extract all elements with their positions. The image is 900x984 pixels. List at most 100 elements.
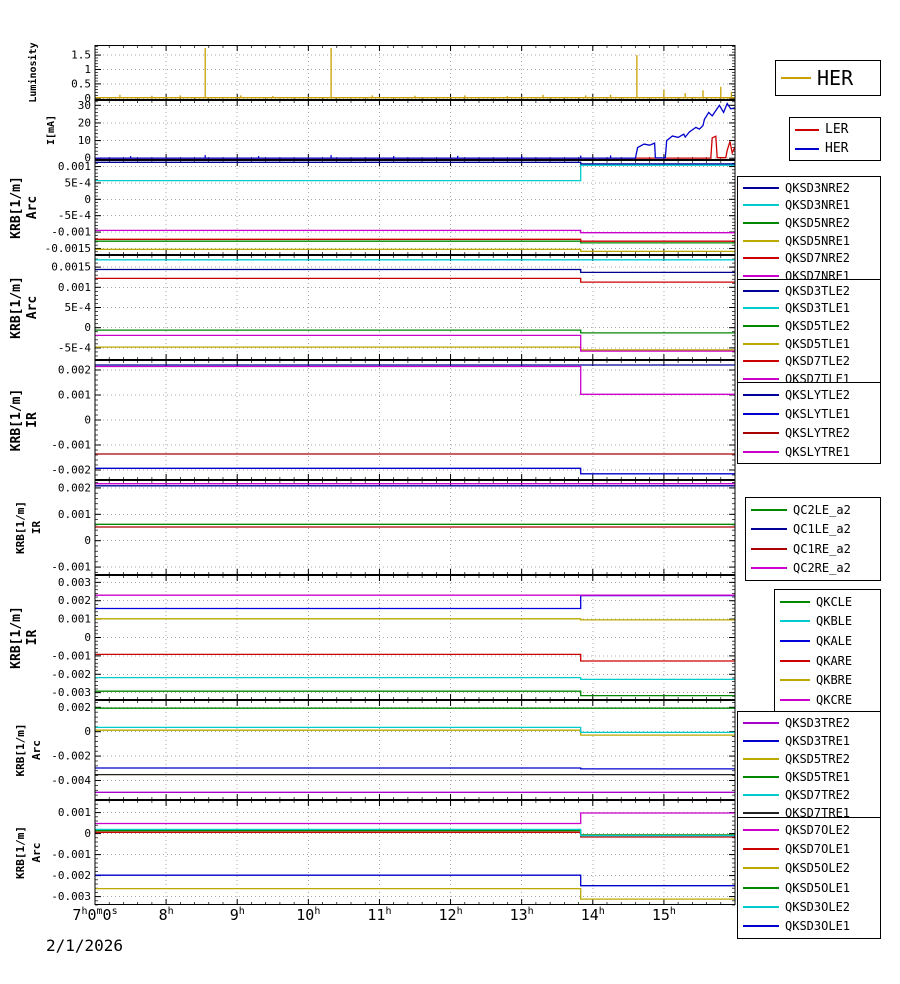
- y-axis-title: Arc: [30, 740, 43, 760]
- legend-label: QKSD5TLE2: [785, 319, 851, 334]
- y-tick-label: 0: [84, 152, 91, 165]
- legend-swatch-QKSD3OLE2: [743, 905, 779, 908]
- legend-item: QKSD5NRE2: [738, 216, 880, 230]
- y-tick-label: 0.001: [58, 508, 91, 521]
- y-axis-title: KRB[1/m]: [9, 176, 24, 239]
- y-axis-title: Arc: [25, 296, 40, 319]
- legend-label: QKSD7TRE2: [785, 788, 851, 802]
- series-QKSLYTRE1: [95, 365, 735, 395]
- series-QKSD7TLE2: [95, 277, 735, 283]
- legend-label: QKARE: [816, 653, 853, 668]
- legend-label: HER: [825, 141, 849, 156]
- y-axis-title: KRB[1/m]: [9, 389, 24, 452]
- legend-swatch-QC2RE_a2: [751, 567, 787, 570]
- legend-current: LER HER: [789, 117, 881, 161]
- legend-label: HER: [817, 66, 854, 90]
- y-axis-title: Arc: [30, 843, 43, 863]
- legend-swatch-QKSD5TLE2: [743, 325, 779, 328]
- y-tick-label: 0.001: [58, 160, 91, 173]
- legend-label: QC2RE_a2: [793, 561, 851, 576]
- legend-swatch-QKSD7OLE1: [743, 847, 779, 850]
- legend-item: QKSD3TRE2: [738, 716, 880, 730]
- legend-swatch-QKSD5TRE1: [743, 776, 779, 778]
- y-tick-label: -0.001: [51, 848, 91, 861]
- series-QKSD3OLE1: [95, 874, 735, 887]
- legend-swatch-QKSLYTRE1: [743, 450, 779, 453]
- legend-item: QKSD3NRE1: [738, 198, 880, 212]
- y-axis-title: KRB[1/m]: [9, 606, 24, 669]
- y-tick-label: 5E-4: [65, 176, 92, 189]
- legend-swatch-QKBLE: [780, 620, 810, 623]
- y-axis-title: KRB[1/m]: [9, 276, 24, 339]
- legend-item: QKCRE: [775, 693, 880, 707]
- y-tick-label: 30: [78, 99, 91, 112]
- legend-item: QC1RE_a2: [746, 542, 880, 556]
- legend-label: QKSD7OLE2: [785, 822, 851, 837]
- legend-item: QKSD5NRE1: [738, 234, 880, 248]
- series-QKSD5NRE1: [95, 248, 735, 253]
- legend-item: QKBLE: [775, 614, 880, 628]
- y-tick-label: -0.003: [51, 890, 91, 903]
- y-tick-label: 0: [84, 827, 91, 840]
- y-tick-label: 10: [78, 134, 91, 147]
- legend-swatch-QKSD7NRE2: [743, 257, 779, 260]
- series-HER: [95, 102, 736, 159]
- legend-label: LER: [825, 122, 849, 137]
- panel-luminosity: 1.510.5 0 Luminosity: [27, 42, 736, 105]
- y-axis-title: KRB[1/m]: [14, 501, 27, 554]
- legend-swatch-QKSD3OLE1: [743, 925, 779, 928]
- x-tick-label: 7h0m0s: [72, 906, 118, 924]
- legend-item: QKSD5OLE2: [738, 861, 880, 875]
- legend-ir-qc: QC2LE_a2 QC1LE_a2 QC1RE_a2 QC2RE_a2: [745, 497, 881, 581]
- legend-swatch-QKSD5NRE2: [743, 222, 779, 225]
- legend-item: QKSD7NRE2: [738, 251, 880, 265]
- panel-current: 30 20 10 0 I[mA]: [46, 99, 736, 165]
- y-tick-label: -0.003: [51, 686, 91, 699]
- y-tick-label: -5E-4: [58, 341, 91, 354]
- legend-item: QKSLYTLE1: [738, 407, 880, 421]
- y-axis-title: KRB[1/m]: [14, 826, 27, 879]
- y-tick-label: 0.001: [58, 613, 91, 626]
- series-QKSD3TRE1: [95, 767, 735, 770]
- legend-swatch-QKSD5TLE1: [743, 342, 779, 345]
- legend-arc-tre: QKSD3TRE2 QKSD3TRE1 QKSD5TRE2 QKSD5TRE1 QKSD…: [737, 711, 881, 825]
- series-LER: [95, 135, 736, 159]
- legend-label: QKSD3TRE1: [785, 734, 851, 748]
- y-axis-title: Arc: [25, 196, 40, 219]
- legend-swatch-QKSLYTLE1: [743, 412, 779, 415]
- y-tick-label: 0: [84, 725, 91, 738]
- legend-swatch-QKSD3TRE1: [743, 740, 779, 742]
- legend-swatch-QKALE: [780, 640, 810, 643]
- y-tick-label: 0: [84, 92, 91, 105]
- legend-label: QKSD5OLE1: [785, 880, 851, 895]
- series-QKSD3TLE2: [95, 268, 735, 274]
- legend-item: QKSD3TLE2: [738, 284, 880, 298]
- legend-item: QKCLE: [775, 595, 880, 609]
- series-QKBLE: [95, 676, 735, 681]
- panel-arc-tre: 0.002 0 -0.002 -0.004 KRB[1/m] Arc: [14, 699, 736, 801]
- series-QKARE: [95, 653, 735, 662]
- legend-item: QKSD3OLE1: [738, 919, 880, 933]
- series-QKCLE: [95, 690, 735, 697]
- y-tick-label: -0.002: [51, 668, 91, 681]
- legend-arc-tle: QKSD3TLE2 QKSD3TLE1 QKSD5TLE2 QKSD5TLE1 QKSD…: [737, 279, 881, 391]
- legend-swatch-QKSD3TLE1: [743, 307, 779, 310]
- y-tick-label: 1: [84, 63, 91, 76]
- legend-item: HER: [776, 66, 880, 90]
- series-QKSD3OLE2: [95, 828, 735, 837]
- legend-swatch-QKSD3TRE2: [743, 722, 779, 724]
- date-label: 2/1/2026: [46, 936, 124, 955]
- legend-label: QKSD3NRE2: [785, 180, 851, 195]
- legend-label: QKSLYTRE1: [785, 444, 851, 459]
- legend-swatch-QKCRE: [780, 699, 810, 702]
- legend-swatch-QKSD5NRE1: [743, 239, 779, 242]
- series-QKSD3NRE1: [95, 164, 735, 182]
- series-QKBRE: [95, 618, 735, 621]
- y-tick-label: -0.002: [51, 869, 91, 882]
- y-axis-title: IR: [25, 630, 40, 646]
- x-tick-label: 15h: [651, 906, 676, 924]
- y-tick-label: 0: [84, 321, 91, 334]
- y-tick-label: 0: [84, 631, 91, 644]
- y-tick-label: 0.003: [58, 576, 91, 589]
- y-tick-label: 0.002: [58, 594, 91, 607]
